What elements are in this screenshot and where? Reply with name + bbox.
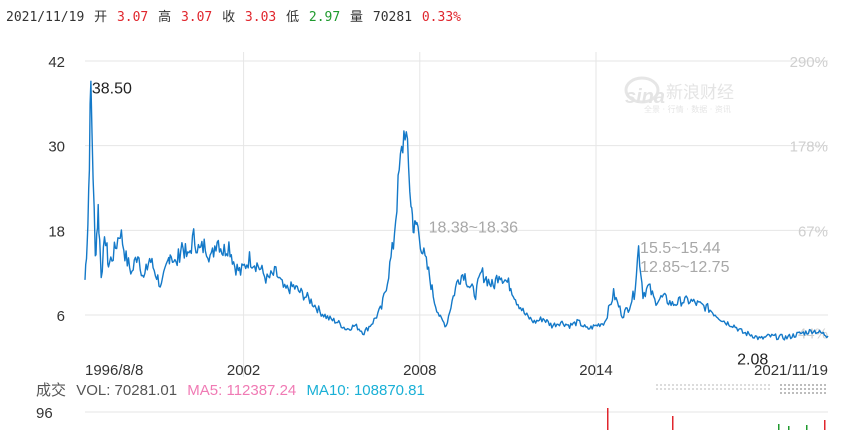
percent-tick-label: 178% — [790, 139, 828, 156]
percent-tick-label: 67% — [798, 223, 828, 240]
quote-date: 2021/11/19 — [6, 10, 85, 25]
y-tick-label: 42 — [48, 54, 65, 71]
ma5-value: MA5: 112387.24 — [187, 382, 297, 399]
ma10-value: MA10: 108870.81 — [306, 382, 425, 399]
y-tick-label: 30 — [48, 139, 65, 156]
close-label: 收 — [222, 10, 236, 25]
vol-value: VOL: 70281.01 — [76, 382, 178, 399]
change-percent: 0.33% — [421, 10, 461, 25]
volume-bar — [824, 420, 826, 430]
volume-value: 70281 — [372, 10, 413, 25]
watermark-subtext: 全景 · 行情 · 数据 · 资讯 — [644, 104, 731, 114]
axis-labels: 42 30 18 6 290% 178% 67% 44% 1996/8/8 2002 2008 201… — [48, 54, 828, 379]
watermark-text: 新浪财经 — [666, 83, 734, 103]
x-tick-label: 1996/8/8 — [85, 362, 143, 379]
percent-tick-label: 290% — [790, 54, 828, 71]
annotation-min: 2.08 — [737, 352, 768, 369]
x-tick-label: 2014 — [579, 362, 612, 379]
chart-annotations: 38.50 2.08 18.38~18.36 15.5~15.44 12.85~12.7… — [92, 81, 769, 369]
sina-watermark: sina 新浪财经 全景 · 行情 · 数据 · 资讯 — [624, 76, 734, 114]
annotation-a1: 18.38~18.36 — [429, 220, 519, 237]
volume-legend: 成交 VOL: 70281.01 MA5: 112387.24 MA10: 10… — [36, 379, 431, 400]
open-value: 3.07 — [116, 10, 149, 25]
chart-grid — [85, 52, 828, 377]
x-tick-label: 2021/11/19 — [754, 362, 828, 379]
x-tick-label: 2008 — [403, 362, 436, 379]
y-tick-label: 6 — [57, 308, 65, 325]
open-label: 开 — [94, 10, 108, 25]
y-tick-label: 18 — [48, 223, 65, 240]
quote-bar: 2021/11/19 开 3.07 高 3.07 收 3.03 低 2.97 量… — [6, 6, 463, 26]
annotation-max: 38.50 — [92, 81, 132, 98]
volume-bar — [806, 425, 808, 430]
volume-bar — [778, 424, 780, 430]
high-label: 高 — [158, 10, 172, 25]
range-slider[interactable] — [654, 382, 826, 394]
sina-logo-text: sina — [625, 86, 665, 108]
volume-bar — [788, 426, 790, 430]
volume-axis-tick: 96 — [36, 405, 53, 422]
volume-label: 量 — [350, 10, 364, 25]
price-line — [84, 80, 829, 341]
high-value: 3.07 — [180, 10, 213, 25]
low-label: 低 — [286, 10, 300, 25]
annotation-a3: 12.85~12.75 — [640, 259, 730, 276]
range-slider-track[interactable] — [654, 384, 772, 392]
volume-label: 成交 — [36, 382, 67, 399]
low-value: 2.97 — [308, 10, 341, 25]
volume-bars — [607, 408, 826, 430]
volume-bar — [672, 416, 674, 430]
volume-bar — [607, 408, 609, 430]
close-value: 3.03 — [244, 10, 277, 25]
range-slider-handle[interactable] — [780, 382, 826, 394]
x-tick-label: 2002 — [227, 362, 260, 379]
sina-eye-logo — [624, 76, 660, 104]
annotation-a2: 15.5~15.44 — [640, 240, 721, 257]
percent-tick-label: 44% — [798, 326, 828, 343]
